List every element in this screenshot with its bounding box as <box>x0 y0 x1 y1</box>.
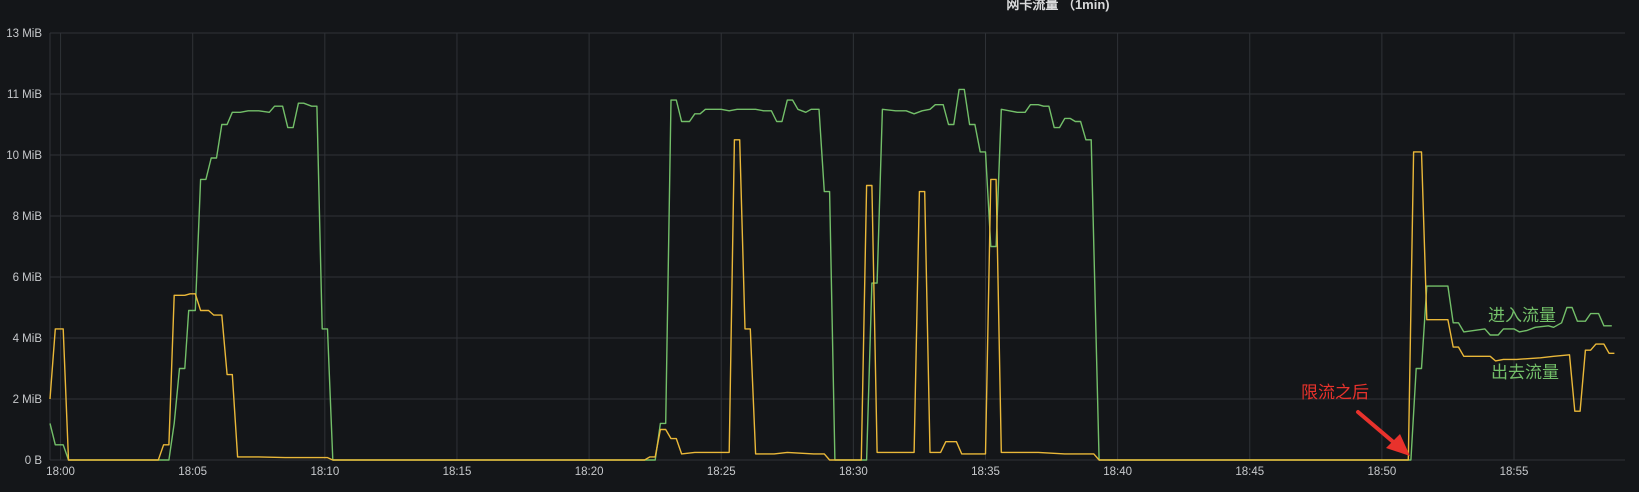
y-tick-label: 2 MiB <box>13 394 43 406</box>
annotations: 进入流量 出去流量 限流之后 <box>1301 306 1559 456</box>
x-tick-label: 18:35 <box>971 466 1000 478</box>
x-tick-label: 18:50 <box>1367 466 1396 478</box>
after-limit-arrow-head <box>1386 434 1410 456</box>
x-axis: 18:00 18:05 18:10 18:15 18:20 18:25 18:30 18:35… <box>46 466 1528 478</box>
grid <box>49 32 1625 461</box>
inbound-annotation: 进入流量 <box>1488 306 1556 326</box>
y-tick-label: 0 B <box>25 455 43 467</box>
series-line-outbound <box>49 139 1615 461</box>
y-tick-label: 6 MiB <box>13 272 43 284</box>
x-tick-label: 18:10 <box>310 466 339 478</box>
after-limit-annotation: 限流之后 <box>1301 383 1369 403</box>
y-tick-label: 10 MiB <box>6 150 42 162</box>
y-tick-label: 8 MiB <box>13 211 43 223</box>
x-tick-label: 18:40 <box>1103 466 1132 478</box>
x-tick-label: 18:20 <box>575 466 604 478</box>
after-limit-arrow-shaft <box>1356 410 1400 448</box>
y-tick-label: 11 MiB <box>7 89 42 101</box>
y-axis: 0 B 2 MiB 4 MiB 6 MiB 8 MiB 10 MiB 11 MiB 13 Mi… <box>6 28 42 467</box>
x-tick-label: 18:25 <box>707 466 736 478</box>
x-tick-label: 18:30 <box>839 466 868 478</box>
x-tick-label: 18:00 <box>46 466 75 478</box>
x-tick-label: 18:15 <box>443 466 472 478</box>
chart-title: 网卡流量 （1min) <box>1006 0 1109 12</box>
x-tick-label: 18:55 <box>1500 466 1529 478</box>
outbound-annotation: 出去流量 <box>1491 363 1559 383</box>
y-tick-label: 13 MiB <box>6 28 42 40</box>
x-tick-label: 18:45 <box>1235 466 1264 478</box>
y-tick-label: 4 MiB <box>13 333 43 345</box>
x-tick-label: 18:05 <box>178 466 207 478</box>
series-lines <box>49 88 1615 461</box>
series-line-inbound <box>49 88 1612 461</box>
